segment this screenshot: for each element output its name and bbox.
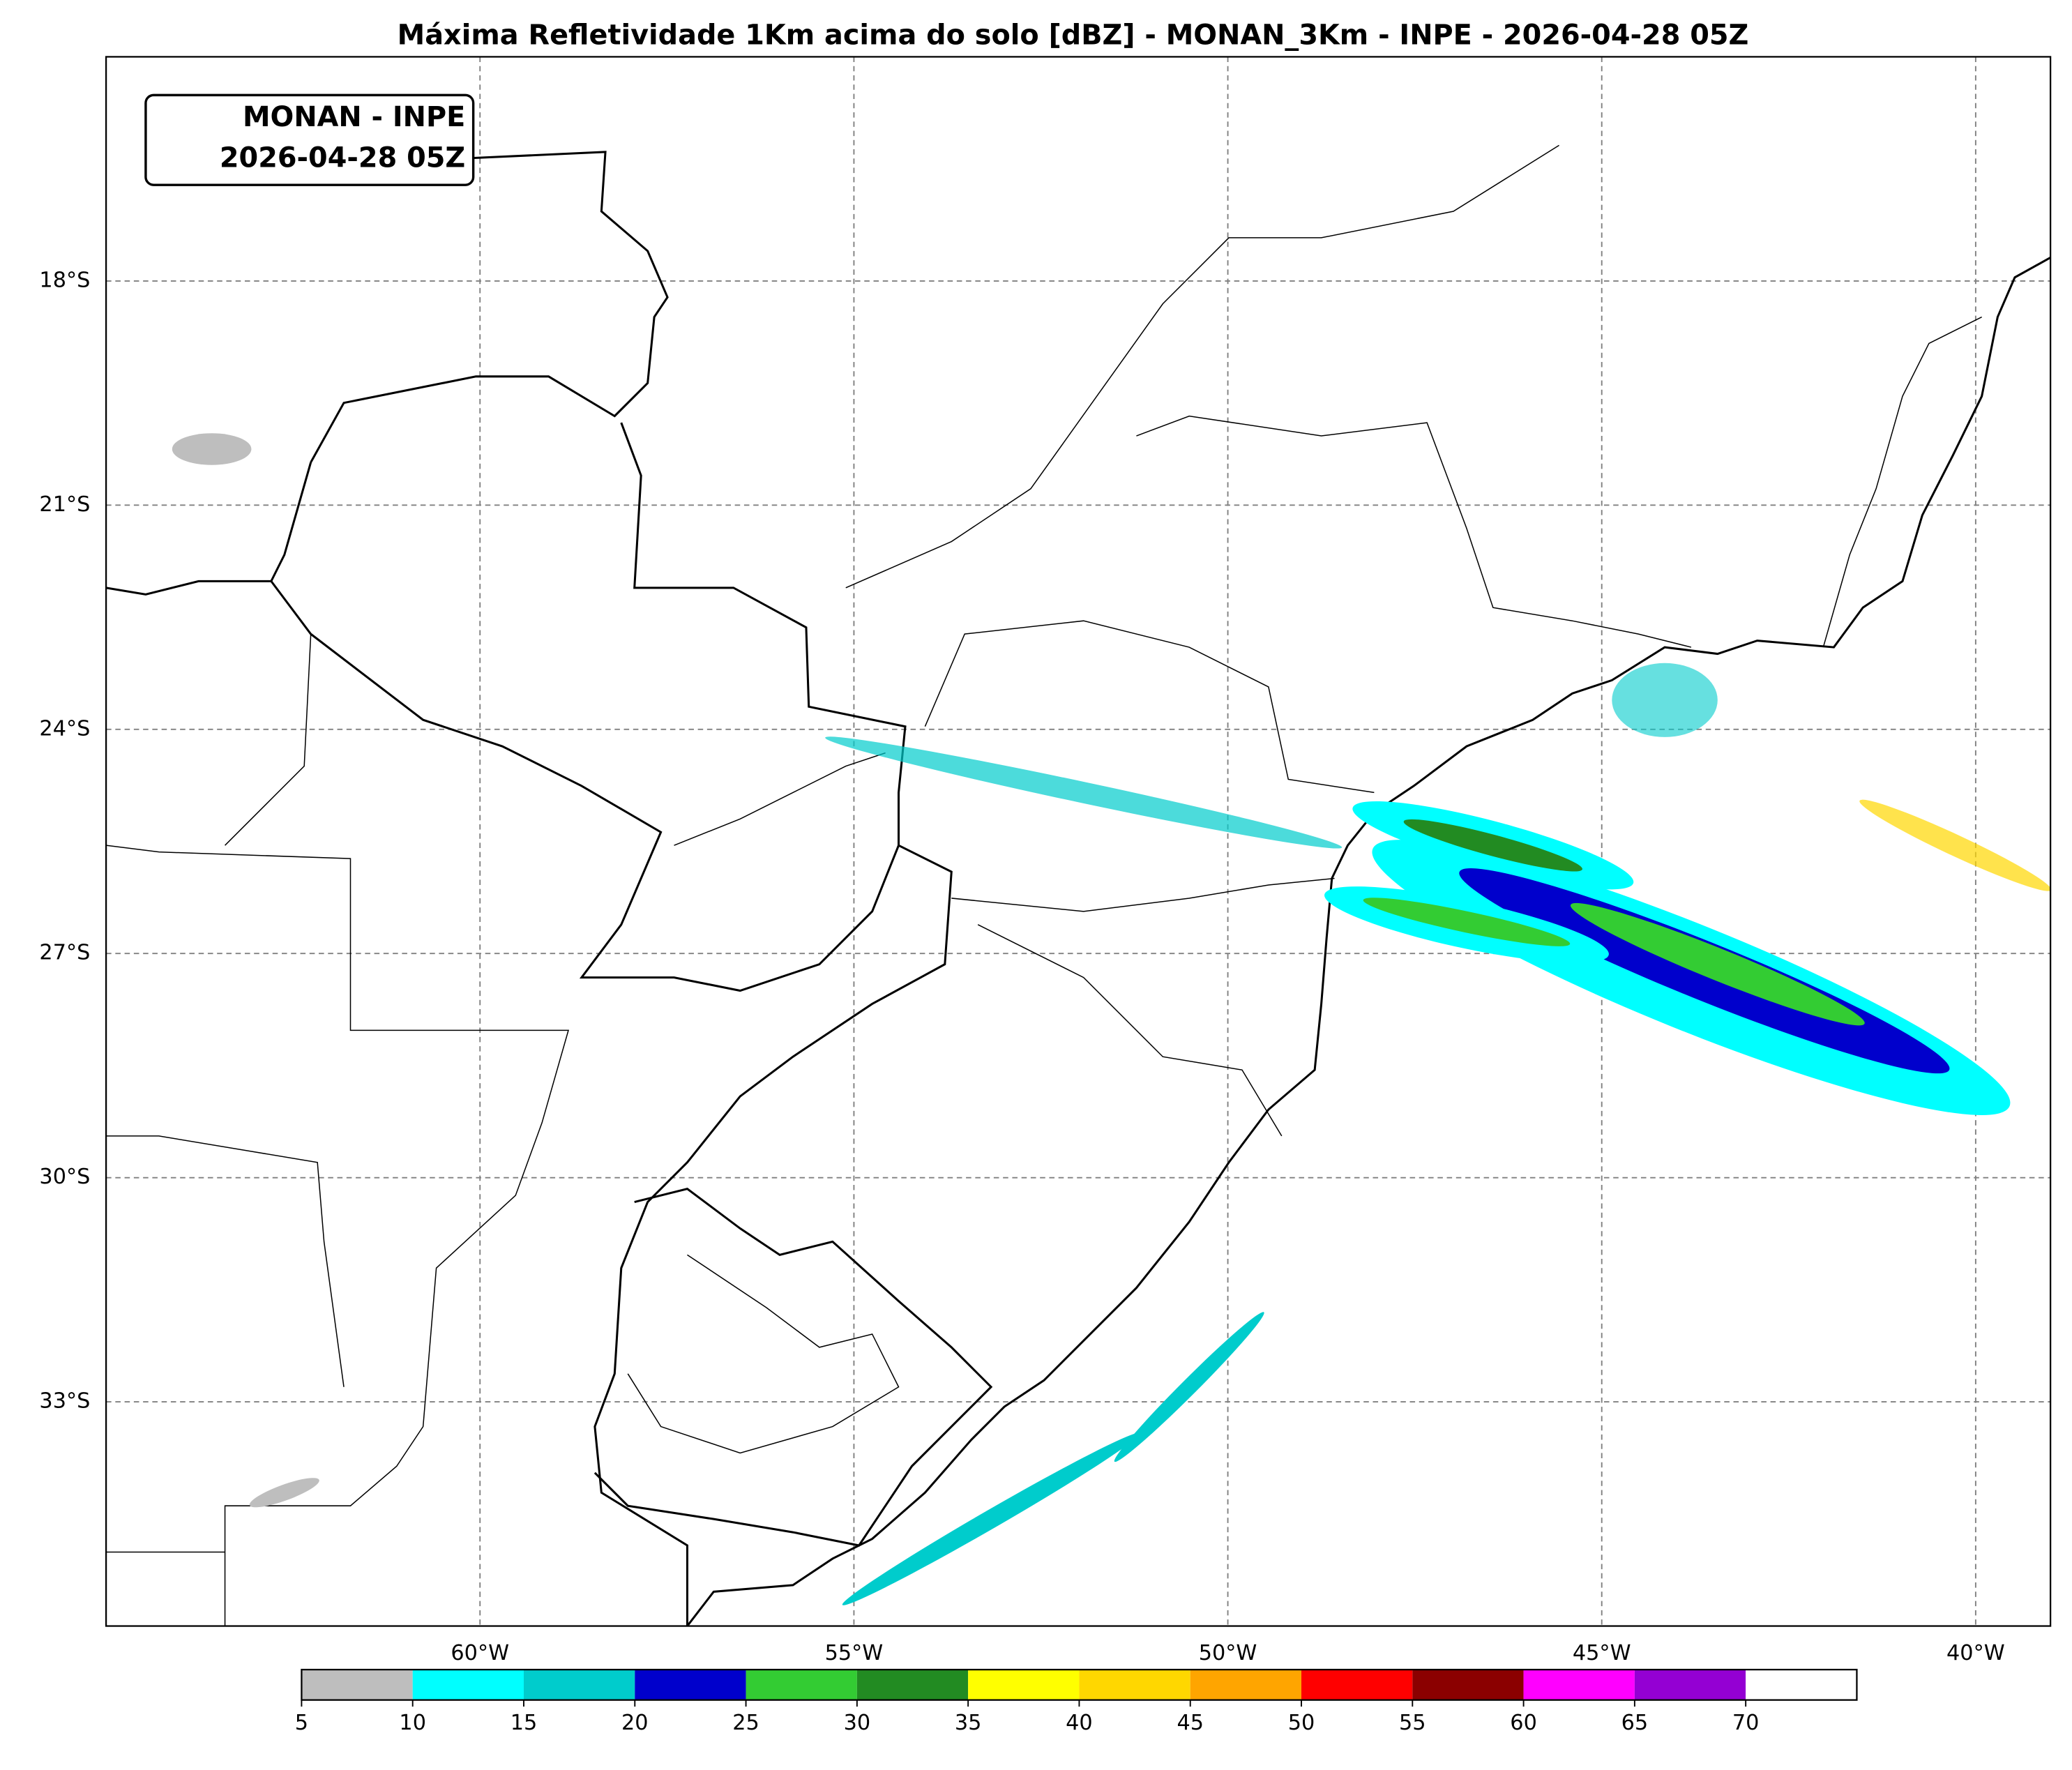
country-border bbox=[593, 422, 953, 1626]
state-border bbox=[106, 845, 570, 1626]
annotation-line: MONAN - INPE bbox=[243, 101, 465, 133]
grid bbox=[106, 56, 2051, 1626]
echo bbox=[1403, 819, 1582, 872]
lat-tick-label: 30°S bbox=[39, 1165, 90, 1189]
map-title: Máxima Refletividade 1Km acima do solo [… bbox=[398, 20, 1749, 52]
state-border bbox=[225, 634, 312, 846]
colorbar-tick-label: 25 bbox=[732, 1711, 759, 1735]
colorbar-bin bbox=[1523, 1670, 1635, 1700]
colorbar-tick-label: 35 bbox=[955, 1711, 982, 1735]
lon-tick-label: 40°W bbox=[1946, 1641, 2005, 1665]
colorbar-extension bbox=[1746, 1670, 1857, 1700]
echo bbox=[172, 433, 252, 465]
state-border bbox=[674, 752, 886, 846]
colorbar: 5 10 15 20 25 30 35 40 45 50 55 60 65 70 bbox=[295, 1668, 1858, 1735]
state-border bbox=[1136, 415, 1692, 648]
colorbar-bin bbox=[968, 1670, 1080, 1700]
echo bbox=[825, 736, 1343, 849]
annotation-box bbox=[144, 93, 475, 186]
colorbar-tick-label: 50 bbox=[1288, 1711, 1315, 1735]
map-frame bbox=[105, 56, 2052, 1627]
lat-tick-label: 21°S bbox=[39, 492, 90, 517]
state-border bbox=[951, 877, 1335, 912]
state-border bbox=[1822, 316, 1982, 648]
colorbar-bin bbox=[523, 1670, 635, 1700]
echo bbox=[1612, 663, 1718, 737]
colorbar-tick-label: 10 bbox=[399, 1711, 426, 1735]
state-borders bbox=[106, 144, 1982, 1626]
echo bbox=[1859, 799, 2052, 891]
colorbar-bin bbox=[1412, 1670, 1524, 1700]
lat-tick-label: 27°S bbox=[39, 941, 90, 965]
colorbar-tick-label: 70 bbox=[1732, 1711, 1760, 1735]
lon-tick-label: 45°W bbox=[1573, 1641, 1631, 1665]
lat-tick-label: 24°S bbox=[39, 716, 90, 741]
state-border bbox=[106, 1135, 345, 1387]
lat-tick-label: 18°S bbox=[39, 268, 90, 292]
colorbar-bin bbox=[1634, 1670, 1746, 1700]
echo bbox=[842, 1432, 1140, 1605]
colorbar-tick-label: 15 bbox=[511, 1711, 538, 1735]
colorbar-tick-label: 55 bbox=[1399, 1711, 1426, 1735]
colorbar-bin bbox=[856, 1670, 969, 1700]
echo bbox=[1363, 898, 1571, 946]
colorbar-bin bbox=[1190, 1670, 1302, 1700]
lon-tick-label: 55°W bbox=[825, 1641, 884, 1665]
state-border bbox=[924, 620, 1375, 794]
echo bbox=[1114, 1312, 1264, 1462]
colorbar-bin bbox=[412, 1670, 524, 1700]
country-border bbox=[105, 580, 900, 992]
country-border bbox=[593, 1187, 993, 1547]
lon-tick-label: 50°W bbox=[1199, 1641, 1257, 1665]
lat-tick-label: 33°S bbox=[39, 1389, 90, 1414]
state-border bbox=[845, 144, 1559, 589]
colorbar-tick-label: 65 bbox=[1621, 1711, 1649, 1735]
echo bbox=[1570, 902, 1865, 1026]
country-border bbox=[270, 462, 312, 582]
colorbar-tick-label: 20 bbox=[621, 1711, 649, 1735]
colorbar-bin bbox=[1301, 1670, 1413, 1700]
state-border bbox=[977, 924, 1283, 1137]
coastline bbox=[686, 257, 2051, 1627]
colorbar-bin bbox=[1079, 1670, 1190, 1700]
colorbar-tick-label: 45 bbox=[1177, 1711, 1204, 1735]
colorbar-bin bbox=[746, 1670, 857, 1700]
map-area bbox=[106, 56, 2051, 1626]
colorbar-tick-label: 5 bbox=[295, 1711, 308, 1735]
colorbar-tick-label: 40 bbox=[1066, 1711, 1093, 1735]
colorbar-bin bbox=[301, 1670, 413, 1700]
colorbar-tick-label: 30 bbox=[844, 1711, 871, 1735]
state-border bbox=[627, 1254, 900, 1454]
colorbar-tick-label: 60 bbox=[1510, 1711, 1537, 1735]
colorbar-bin bbox=[635, 1670, 746, 1700]
lon-tick-label: 60°W bbox=[451, 1641, 509, 1665]
reflectivity bbox=[172, 433, 2052, 1605]
echo bbox=[249, 1478, 319, 1508]
annotation-line: 2026-04-28 05Z bbox=[220, 142, 465, 174]
